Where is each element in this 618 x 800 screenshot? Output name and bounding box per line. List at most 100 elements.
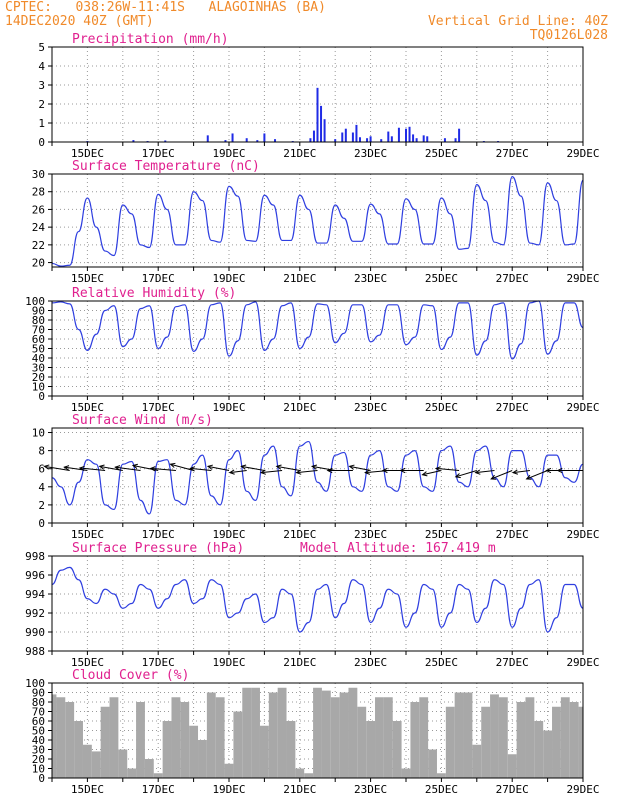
y-tick-label: 20 — [32, 257, 45, 270]
precip-bar — [390, 136, 393, 142]
x-tick-label: 29DEC — [566, 272, 599, 285]
wind-arrow-head — [454, 473, 461, 479]
y-tick-label: 4 — [38, 60, 45, 73]
cloud-bar — [419, 697, 429, 778]
wind-arrow-head — [98, 464, 105, 470]
run-date: 14DEC2020 40Z (GMT) — [5, 14, 154, 29]
cloud-bar — [242, 687, 252, 778]
series-line — [51, 440, 584, 515]
wind-arrow-head — [228, 469, 235, 475]
x-tick-label: 15DEC — [71, 528, 104, 541]
cloud-bar — [109, 697, 119, 778]
x-tick-label: 25DEC — [425, 656, 458, 669]
wind-arrow-head — [114, 465, 121, 471]
y-tick-label: 992 — [25, 607, 45, 620]
wind-arrow-head — [421, 471, 428, 477]
wind-arrow — [229, 470, 247, 474]
precip-bar — [224, 140, 227, 142]
wind-arrow-head — [556, 467, 563, 474]
wind-arrow-head — [131, 463, 138, 469]
cloud-bar — [162, 721, 172, 778]
precip-bar — [344, 128, 347, 142]
cloud-bar — [304, 773, 314, 778]
cloud-bar — [56, 697, 66, 778]
wind-arrow — [349, 465, 371, 472]
wind-arrow-head — [364, 469, 371, 475]
y-tick-label: 80 — [32, 696, 45, 709]
panel-6 — [48, 682, 584, 782]
y-tick-label: 90 — [32, 305, 45, 318]
cloud-bar — [313, 687, 322, 778]
precip-bar — [245, 138, 248, 142]
wind-arrow — [132, 464, 159, 472]
y-tick-label: 30 — [32, 744, 45, 757]
precip-bar — [387, 131, 390, 142]
wind-arrow — [491, 470, 513, 480]
y-tick-label: 26 — [32, 203, 45, 216]
panel-title: Relative Humidity (%) — [72, 286, 236, 301]
cloud-bar — [251, 687, 260, 778]
header: CPTEC: 038:26W-11:41S ALAGOINHAS (BA) 14… — [0, 0, 618, 48]
panel-frame — [51, 427, 584, 524]
x-tick-label: 25DEC — [425, 528, 458, 541]
cloud-bar — [233, 711, 243, 778]
panel-frame — [51, 555, 584, 652]
x-tick-label: 19DEC — [212, 783, 245, 796]
y-tick-label: 10 — [32, 763, 45, 776]
x-tick-label: 29DEC — [566, 528, 599, 541]
y-tick-label: 2 — [38, 98, 45, 111]
series-line — [51, 176, 584, 267]
wind-arrow-head — [43, 464, 50, 470]
x-tick-label: 21DEC — [283, 656, 316, 669]
y-tick-label: 0 — [38, 136, 45, 149]
wind-arrow-head — [511, 469, 518, 475]
x-tick-label: 17DEC — [142, 401, 175, 414]
x-tick-label: 15DEC — [71, 401, 104, 414]
x-tick-label: 21DEC — [283, 272, 316, 285]
y-tick-label: 10 — [32, 381, 45, 394]
x-tick-label: 19DEC — [212, 656, 245, 669]
precip-bar — [405, 128, 407, 142]
precip-bar — [454, 138, 457, 142]
x-tick-label: 23DEC — [354, 272, 387, 285]
x-tick-label: 29DEC — [566, 401, 599, 414]
wind-arrow-head — [275, 464, 282, 470]
y-tick-label: 100 — [25, 295, 45, 308]
precip-bar — [256, 140, 259, 142]
cloud-bar — [74, 721, 83, 778]
y-tick-label: 6 — [38, 463, 45, 476]
cloud-bar — [82, 744, 92, 778]
cloud-bar — [401, 768, 411, 778]
wind-arrow — [170, 463, 194, 472]
y-tick-label: 10 — [32, 427, 45, 440]
x-tick-label: 19DEC — [212, 147, 245, 160]
precip-bar — [422, 135, 425, 142]
y-tick-label: 996 — [25, 569, 45, 582]
wind-arrow-head — [63, 465, 70, 471]
wind-arrow-head — [169, 462, 176, 468]
precip-bar — [355, 124, 358, 142]
y-tick-label: 40 — [32, 352, 45, 365]
panel-1 — [48, 46, 584, 146]
y-tick-label: 20 — [32, 371, 45, 384]
precip-bar — [443, 138, 446, 142]
y-tick-label: 20 — [32, 753, 45, 766]
cloud-bar — [259, 725, 269, 778]
cloud-bar — [144, 759, 154, 778]
wind-arrow — [207, 465, 230, 472]
x-tick-label: 17DEC — [142, 272, 175, 285]
cloud-bar — [534, 721, 544, 778]
wind-arrow — [44, 465, 70, 472]
panel-title: Surface Temperature (nC) — [72, 159, 260, 174]
wind-arrow-head — [326, 467, 333, 474]
x-tick-label: 27DEC — [496, 401, 529, 414]
precip-bar — [415, 138, 418, 142]
wind-arrow-head — [381, 467, 388, 474]
panel-frame — [51, 46, 584, 143]
wind-arrow — [190, 467, 212, 472]
x-tick-label: 21DEC — [283, 528, 316, 541]
x-tick-label: 23DEC — [354, 147, 387, 160]
station-info: CPTEC: 038:26W-11:41S ALAGOINHAS (BA) — [5, 0, 326, 15]
cloud-bar — [445, 706, 455, 778]
